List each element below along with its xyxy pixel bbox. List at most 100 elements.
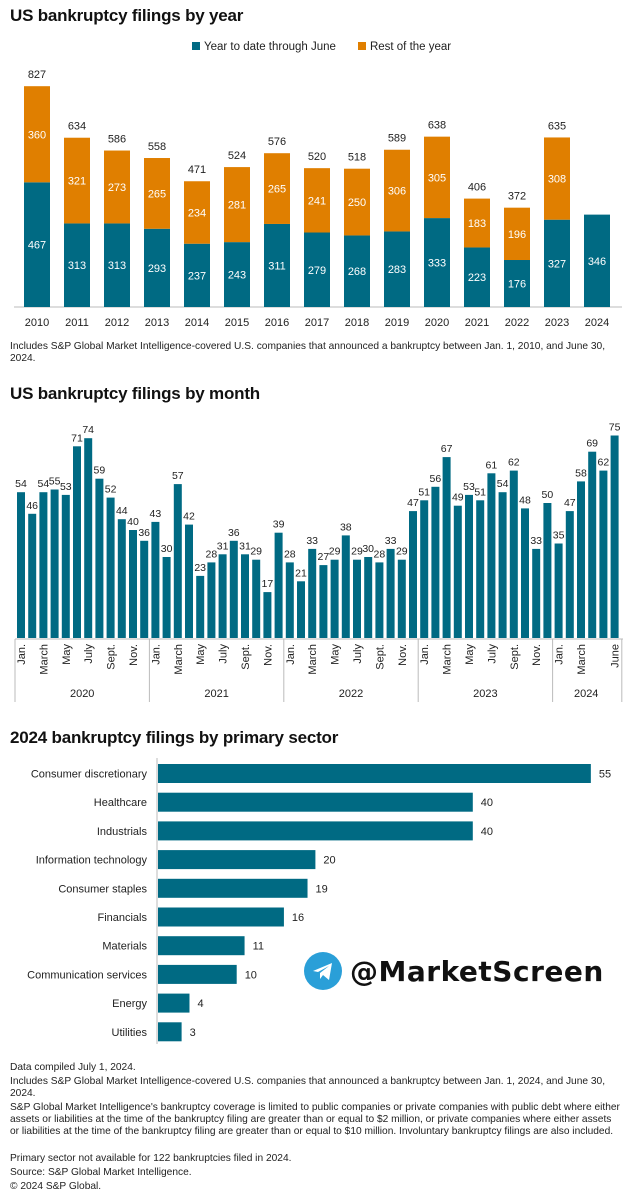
bar-ytd-2024	[584, 214, 610, 307]
footnote-copyright: © 2024 S&P Global.	[10, 1181, 102, 1192]
legend-label-rest: Rest of the year	[369, 41, 452, 53]
bar-2020-Mar	[39, 492, 48, 638]
value-label-communication-services: 10	[245, 969, 257, 981]
category-label-industrials: Industrials	[97, 826, 148, 838]
bar-label-2020-Nov: 40	[127, 516, 139, 528]
bar-label-ytd-2018: 268	[348, 266, 366, 278]
yearly-chart-note: Includes S&P Global Market Intelligence-…	[10, 341, 606, 364]
legend-label-ytd: Year to date through June	[204, 41, 336, 53]
bar-label-rest-2014: 234	[188, 207, 206, 219]
bar-label-ytd-2021: 223	[468, 272, 486, 284]
bar-consumer-staples	[158, 878, 308, 898]
bar-label-2021-Oct: 29	[250, 546, 262, 558]
x-tick-2021-Jan: Jan.	[150, 644, 162, 665]
x-tick-2024: 2024	[585, 317, 609, 329]
bar-label-ytd-2023: 327	[548, 258, 566, 270]
x-tick-2023-May: May	[464, 644, 476, 665]
x-tick-2020-Sept: Sept.	[106, 644, 118, 670]
bar-rest-2014	[184, 181, 210, 244]
bar-label-rest-2011: 321	[68, 176, 86, 188]
footnote-source: Source: S&P Global Market Intelligence.	[10, 1167, 192, 1178]
x-tick-2024-March: March	[576, 644, 588, 675]
x-tick-2021-Sept: Sept.	[240, 644, 252, 670]
category-label-materials: Materials	[102, 941, 147, 953]
bar-ytd-2018	[344, 235, 370, 307]
category-label-healthcare: Healthcare	[94, 797, 147, 809]
bar-ytd-2011	[64, 223, 90, 307]
sector-chart: Consumer discretionary 55 Healthcare 40 Indu…	[27, 758, 611, 1044]
value-label-healthcare: 40	[481, 797, 493, 809]
total-label-2015: 524	[228, 150, 246, 162]
bar-label-ytd-2016: 311	[268, 260, 286, 272]
x-tick-2021-March: March	[173, 644, 185, 675]
bar-label-2023-May: 53	[463, 481, 475, 493]
bar-2020-Apr	[50, 489, 59, 638]
bar-information-technology	[158, 850, 316, 870]
bar-label-rest-2022: 196	[508, 229, 526, 241]
bar-2020-Aug	[95, 478, 104, 638]
bar-rest-2021	[464, 198, 490, 248]
x-tick-2017: 2017	[305, 317, 329, 329]
x-tick-2022-Jan: Jan.	[285, 644, 297, 665]
x-tick-2015: 2015	[225, 317, 249, 329]
bar-ytd-2023	[544, 219, 570, 307]
bar-label-2024-Feb: 47	[564, 497, 576, 509]
x-tick-2023: 2023	[545, 317, 569, 329]
bar-label-rest-2015: 281	[228, 200, 246, 212]
bar-label-ytd-2020: 333	[428, 258, 446, 270]
bar-2022-Jul	[353, 559, 361, 638]
bar-2020-Oct	[117, 519, 126, 638]
bar-label-ytd-2013: 293	[148, 263, 166, 275]
bar-ytd-2013	[144, 228, 170, 307]
bar-label-2022-Feb: 21	[295, 567, 307, 579]
bar-ytd-2016	[264, 223, 290, 307]
bar-2024-May	[599, 470, 608, 638]
bar-2023-Jul	[487, 473, 496, 638]
x-tick-2020-July: July	[83, 644, 95, 664]
bar-2022-Dec	[409, 511, 417, 638]
bar-ytd-2021	[464, 247, 490, 307]
total-label-2012: 586	[108, 134, 126, 146]
bar-consumer-discretionary	[158, 764, 591, 783]
bar-2024-Feb	[565, 511, 574, 638]
x-tick-2023-Nov: Nov.	[531, 644, 543, 666]
bar-label-2021-Feb: 30	[161, 543, 173, 555]
bar-label-2023-Sep: 62	[508, 457, 520, 469]
x-tick-2022: 2022	[505, 317, 529, 329]
value-label-financials: 16	[292, 912, 304, 924]
x-tick-2023-Sept: Sept.	[509, 644, 521, 670]
bar-ytd-2020	[424, 218, 450, 307]
x-tick-2023-July: July	[486, 644, 498, 664]
bar-label-2022-Sep: 28	[374, 548, 386, 560]
bar-2020-Feb	[28, 513, 37, 638]
bar-2020-Dec	[140, 540, 149, 638]
x-tick-2020-March: March	[38, 644, 50, 675]
watermark-text: @MarketScreen	[350, 954, 604, 988]
x-tick-2021-July: July	[218, 644, 230, 664]
bar-2022-Feb	[297, 581, 305, 638]
bar-label-ytd-2015: 243	[228, 270, 246, 282]
x-tick-2023-Jan: Jan.	[419, 644, 431, 665]
total-label-2019: 589	[388, 133, 406, 145]
bar-2023-Oct	[521, 508, 529, 638]
bar-label-2020-Jul: 74	[82, 424, 94, 436]
bar-rest-2011	[64, 137, 90, 224]
watermark: @MarketScreen	[304, 952, 604, 990]
bar-2020-Jul	[84, 438, 93, 638]
category-label-information-technology: Information technology	[36, 855, 148, 867]
value-label-materials: 11	[253, 941, 264, 953]
bar-2023-Apr	[453, 505, 462, 638]
bar-label-2022-May: 29	[329, 546, 341, 558]
bar-label-2023-Jul: 61	[486, 459, 498, 471]
bar-rest-2022	[504, 207, 530, 261]
bar-label-rest-2017: 241	[308, 195, 326, 207]
bar-rest-2015	[224, 167, 250, 243]
bar-2022-May	[330, 559, 339, 638]
legend-item-rest: Rest of the year	[357, 41, 452, 53]
value-label-energy: 4	[197, 998, 203, 1010]
bar-utilities	[158, 1022, 182, 1042]
bar-rest-2019	[384, 149, 410, 232]
bar-label-rest-2010: 360	[28, 129, 46, 141]
bar-rest-2018	[344, 168, 370, 236]
